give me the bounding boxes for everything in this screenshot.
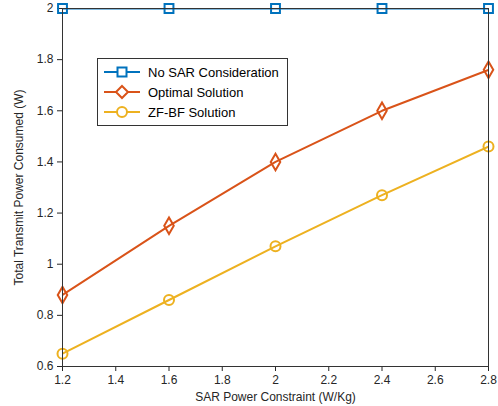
svg-text:2.2: 2.2 bbox=[320, 373, 337, 387]
svg-text:1.2: 1.2 bbox=[54, 373, 71, 387]
svg-text:2.6: 2.6 bbox=[427, 373, 444, 387]
svg-text:1.6: 1.6 bbox=[37, 104, 54, 118]
html-text:Optimal Solution: Optimal Solution bbox=[148, 84, 244, 100]
svg-text:0.8: 0.8 bbox=[37, 308, 54, 322]
svg-text:1: 1 bbox=[47, 257, 54, 271]
svg-text:2: 2 bbox=[272, 373, 279, 387]
svg-text:Total Transmit Power Consumed: Total Transmit Power Consumed (W) bbox=[12, 89, 26, 285]
svg-text:0.6: 0.6 bbox=[37, 359, 54, 373]
svg-text:1.2: 1.2 bbox=[37, 206, 54, 220]
svg-text:SAR Power Constraint (W/Kg): SAR Power Constraint (W/Kg) bbox=[195, 390, 356, 404]
svg-text:1.8: 1.8 bbox=[37, 52, 54, 66]
svg-text:2: 2 bbox=[47, 1, 54, 15]
svg-text:1.4: 1.4 bbox=[37, 155, 54, 169]
svg-text:2.8: 2.8 bbox=[480, 373, 497, 387]
html-text:ZF-BF Solution: ZF-BF Solution bbox=[148, 104, 236, 120]
html-text:No SAR Consideration: No SAR Consideration bbox=[148, 64, 279, 80]
svg-text:1.4: 1.4 bbox=[107, 373, 124, 387]
svg-text:1.6: 1.6 bbox=[161, 373, 178, 387]
svg-text:2.4: 2.4 bbox=[374, 373, 391, 387]
svg-text:1.8: 1.8 bbox=[214, 373, 231, 387]
